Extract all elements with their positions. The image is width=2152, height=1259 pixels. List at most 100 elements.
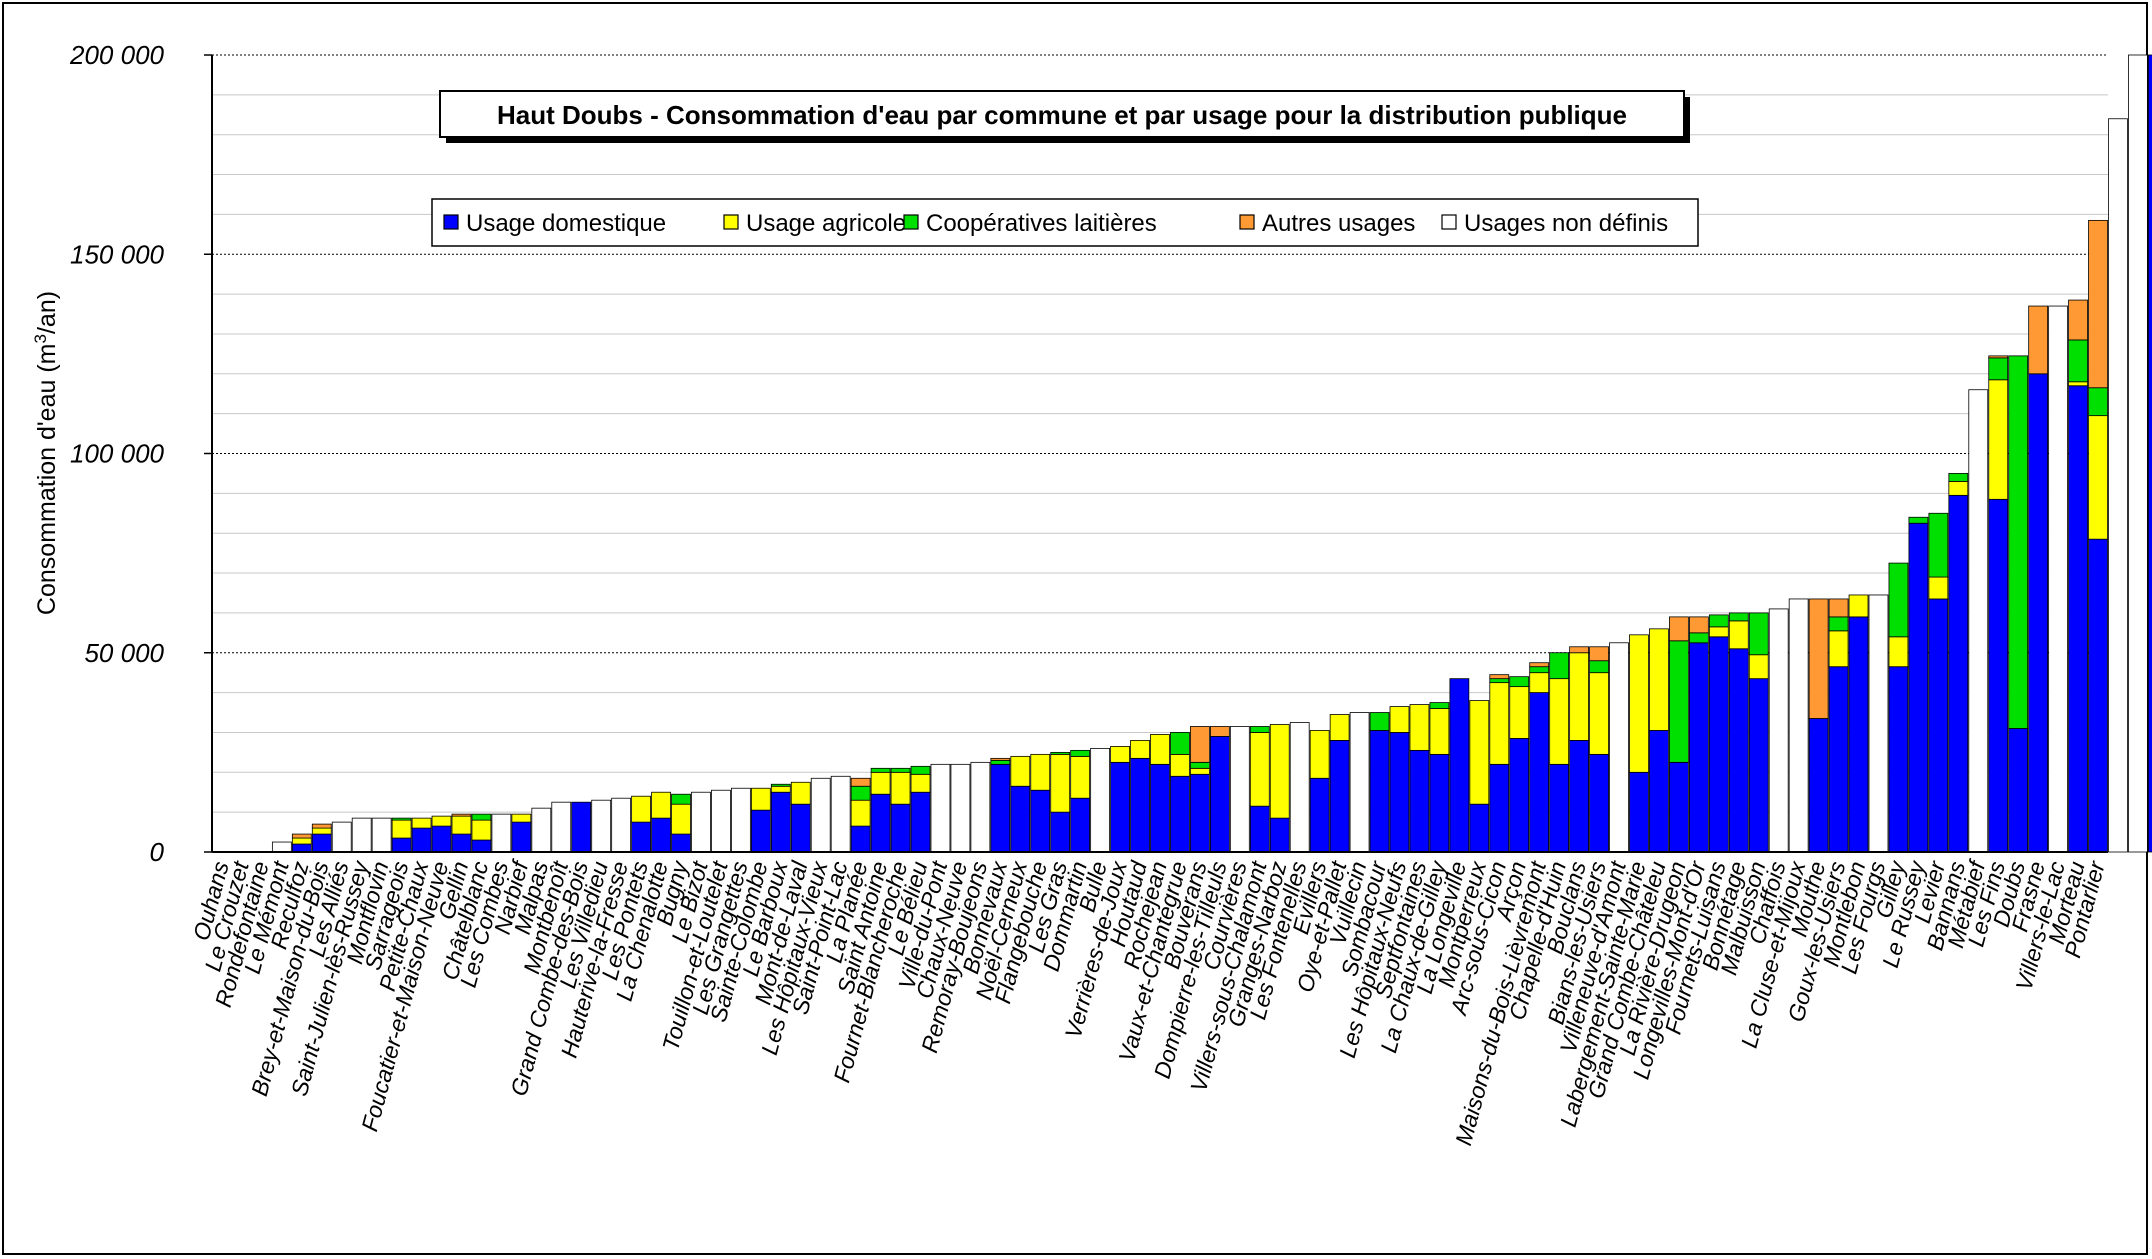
- bar-segment-usage-domestique: [1070, 797, 1091, 853]
- bar-segment-usage-agricole: [1888, 636, 1909, 668]
- bar-segment-usages-non-d-finis: [1868, 594, 1889, 853]
- bar-segment-usages-non-d-finis: [1349, 712, 1370, 853]
- bar-segment-coop-ratives-laiti-res: [1190, 761, 1210, 769]
- bar-segment-usage-domestique: [1589, 753, 1609, 853]
- legend-label: Usage domestique: [466, 210, 666, 237]
- chart-title-box: Haut Doubs - Consommation d'eau par comm…: [439, 90, 1690, 143]
- bar-segment-coop-ratives-laiti-res: [2008, 355, 2029, 729]
- bar-segment-coop-ratives-laiti-res: [1828, 616, 1849, 632]
- bar-segment-usage-domestique: [1569, 740, 1589, 853]
- bar-segment-coop-ratives-laiti-res: [850, 785, 871, 801]
- bar-segment-usage-agricole: [311, 827, 332, 835]
- bar-segment-usages-non-d-finis: [2048, 305, 2068, 853]
- bar-segment-usage-domestique: [890, 803, 911, 853]
- legend: Usage domestique Usage agricole Coopérativ…: [431, 198, 1699, 247]
- bar-segment-usage-agricole: [1708, 626, 1729, 638]
- bar-segment-usage-domestique: [850, 825, 871, 853]
- bar-segment-usage-agricole: [2088, 415, 2108, 540]
- bar-segment-usage-agricole: [1589, 672, 1609, 755]
- bar-segment-usage-agricole: [2068, 381, 2088, 387]
- bar-segment-usage-agricole: [1030, 753, 1051, 791]
- bar-segment-usage-domestique: [451, 833, 472, 853]
- bar-segment-usage-domestique: [1369, 730, 1390, 853]
- bar-segment-usage-domestique: [1888, 666, 1909, 853]
- bar-segment-usage-agricole: [1110, 745, 1130, 763]
- legend-swatch: [1239, 214, 1255, 230]
- bar-segment-usage-agricole: [1050, 753, 1071, 813]
- bar-segment-usages-non-d-finis: [2108, 118, 2128, 853]
- bar-segment-usage-domestique: [511, 821, 532, 853]
- bar-segment-coop-ratives-laiti-res: [1170, 732, 1190, 755]
- bar-segment-usages-non-d-finis: [810, 777, 831, 853]
- bar-segment-usage-agricole: [1649, 628, 1669, 731]
- bar-segment-autres-usages: [2028, 305, 2049, 375]
- bar-segment-usage-domestique: [1629, 771, 1649, 853]
- legend-label: Autres usages: [1262, 210, 1415, 237]
- bar-segment-usage-domestique: [1988, 498, 2009, 853]
- legend-swatch: [443, 214, 459, 230]
- bar-segment-coop-ratives-laiti-res: [870, 767, 891, 773]
- bar-segment-usage-domestique: [2008, 728, 2029, 853]
- bar-segment-coop-ratives-laiti-res: [671, 793, 691, 805]
- bar-segment-coop-ratives-laiti-res: [1888, 562, 1909, 638]
- bar-segment-usages-non-d-finis: [1768, 608, 1789, 853]
- bar-segment-usage-domestique: [1309, 777, 1330, 853]
- chart-title: Haut Doubs - Consommation d'eau par comm…: [497, 100, 1627, 130]
- bar-segment-usage-domestique: [1669, 761, 1689, 853]
- bar-segment-autres-usages: [1569, 646, 1589, 654]
- bar-segment-usage-agricole: [1469, 700, 1490, 805]
- bar-segment-coop-ratives-laiti-res: [1948, 473, 1969, 482]
- bar-segment-usage-agricole: [1170, 753, 1190, 777]
- bar-segment-usage-domestique: [1050, 811, 1071, 853]
- bar-segment-usages-non-d-finis: [930, 763, 951, 853]
- bar-segment-usage-agricole: [750, 787, 771, 811]
- bar-segment-usage-agricole: [1529, 672, 1550, 693]
- bar-segment-autres-usages: [311, 823, 332, 829]
- bar-segment-usage-domestique: [1130, 757, 1150, 853]
- legend-swatch: [723, 214, 739, 230]
- bar-segment-usage-domestique: [1908, 522, 1929, 853]
- y-tick-label: 150 000: [70, 239, 165, 269]
- bar-segment-coop-ratives-laiti-res: [1070, 749, 1091, 757]
- bar-segment-coop-ratives-laiti-res: [1549, 652, 1570, 680]
- bar-segment-autres-usages: [1808, 598, 1829, 719]
- bar-segment-usages-non-d-finis: [1090, 747, 1111, 853]
- bar-segment-usage-domestique: [910, 791, 931, 853]
- bar-segment-autres-usages: [1589, 646, 1609, 662]
- bar-segment-autres-usages: [2068, 299, 2088, 341]
- y-tick-label: 0: [150, 837, 165, 867]
- bar-segment-usages-non-d-finis: [611, 797, 632, 853]
- bar-segment-coop-ratives-laiti-res: [1429, 702, 1450, 709]
- bar-segment-coop-ratives-laiti-res: [1249, 726, 1270, 733]
- bar-segment-coop-ratives-laiti-res: [990, 759, 1011, 765]
- bar-segment-usage-agricole: [391, 819, 412, 839]
- bar-segment-autres-usages: [1988, 355, 2009, 359]
- bar-segment-usages-non-d-finis: [331, 821, 352, 853]
- bar-segment-usages-non-d-finis: [531, 807, 552, 853]
- y-axis-label: Consommation d'eau (m3/an): [31, 291, 61, 615]
- bar-segment-autres-usages: [1209, 726, 1230, 737]
- bar-segment-usage-domestique: [1808, 718, 1829, 853]
- bar-segment-usage-domestique: [1110, 761, 1130, 853]
- bar-segment-coop-ratives-laiti-res: [770, 783, 791, 787]
- bar-segment-autres-usages: [990, 757, 1011, 761]
- bar-segment-usages-non-d-finis: [1609, 642, 1629, 853]
- bar-segment-autres-usages: [1688, 616, 1709, 634]
- bar-segment-usage-agricole: [1988, 379, 2009, 500]
- bar-segment-usages-non-d-finis: [1968, 389, 1989, 853]
- bar-segment-usage-agricole: [1389, 706, 1410, 733]
- legend-swatch: [1441, 214, 1457, 230]
- y-tick-label: 50 000: [84, 638, 164, 668]
- bar-segment-usage-agricole: [291, 837, 312, 845]
- bar-segment-usage-agricole: [770, 785, 791, 793]
- bar-segment-usage-agricole: [1848, 594, 1869, 618]
- bar-segment-autres-usages: [1828, 598, 1849, 618]
- bar-segment-usage-agricole: [910, 773, 931, 793]
- bar-segment-usage-domestique: [1948, 494, 1969, 853]
- bar-segment-usage-agricole: [1010, 755, 1031, 787]
- legend-label: Usage agricole: [746, 210, 906, 237]
- bar-segment-autres-usages: [1529, 662, 1550, 668]
- bar-segment-usage-domestique: [1170, 775, 1190, 853]
- bar-segment-usage-domestique: [1190, 773, 1210, 853]
- bar-segment-coop-ratives-laiti-res: [1988, 357, 2009, 381]
